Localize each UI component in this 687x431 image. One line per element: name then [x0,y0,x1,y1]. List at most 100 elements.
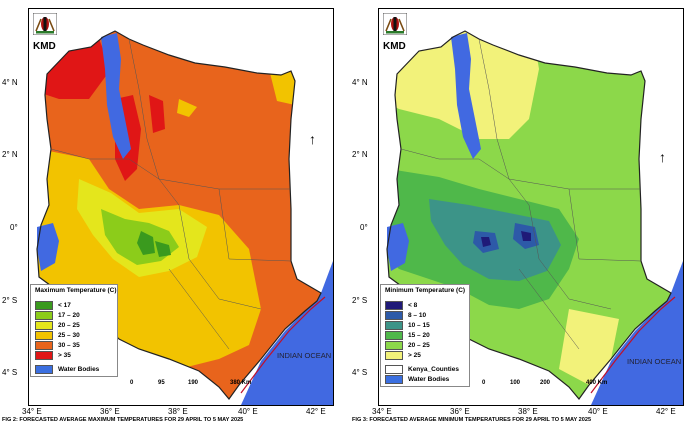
lon-label-38: 38° E [518,407,538,416]
max-temperature-panel: 4° N 2° N 0° 2° S 4° S [0,0,337,431]
legend-item: < 8 [385,300,465,310]
figure-caption: FIG 3: FORECASTED AVERAGE MINIMUM TEMPER… [352,417,592,423]
lon-label-38: 38° E [168,407,188,416]
max-temperature-legend: Maximum Temperature (C) < 17 17 – 20 20 – … [30,284,118,377]
legend-swatch [35,320,53,330]
figure-caption: FIG 2: FORECASTED AVERAGE MAXIMUM TEMPER… [2,417,244,423]
zone-above-25-coast [559,309,619,385]
legend-item: > 25 [385,350,465,360]
min-temperature-legend: Minimum Temperature (C) < 8 8 – 10 10 – 15… [380,284,470,387]
legend-swatch [35,330,53,340]
kmd-logo: KMD [382,12,409,53]
north-arrow-icon: ↑ [309,131,316,147]
legend-label: 20 – 25 [58,321,80,329]
legend-swatch [35,300,53,310]
legend-label-water: Water Bodies [408,375,450,383]
scale-tick-3: 400 Km [586,380,608,386]
map-scale-bar: 0 100 200 400 Km [482,380,632,402]
min-temperature-panel: 4° N 2° N 0° 2° S 4° S [350,0,687,431]
scale-tick-0: 0 [130,380,134,386]
kmd-logo: KMD [32,12,59,53]
map-scale-bar: 0 95 190 380 Km [130,380,280,402]
county-boundaries [50,38,292,350]
legend-item: 25 – 30 [35,330,113,340]
legend-swatch [385,320,403,330]
scale-tick-1: 100 [510,380,521,386]
lat-label-2n: 2° N [352,150,368,159]
zone-25-30-northeast [269,69,295,105]
ocean-label: INDIAN OCEAN [277,351,332,360]
legend-swatch [35,310,53,320]
legend-swatch-counties [385,364,403,374]
zone-below-17-b [155,241,171,257]
legend-label: > 35 [58,351,71,359]
legend-item: 20 – 25 [35,320,113,330]
kenya-coat-of-arms-icon [382,12,408,36]
scale-tick-3: 380 Km [230,380,252,386]
legend-item: 10 – 15 [385,320,465,330]
legend-swatch [385,340,403,350]
legend-item: < 17 [35,300,113,310]
lon-label-42: 42° E [656,407,676,416]
lat-label-4n: 4° N [2,78,18,87]
legend-swatch-water [385,374,403,384]
kenya-border [386,30,672,400]
legend-item: 30 – 35 [35,340,113,350]
legend-label: 20 – 25 [408,341,430,349]
legend-item: 8 – 10 [385,310,465,320]
legend-title: Minimum Temperature (C) [385,287,466,294]
lat-label-4s: 4° S [2,368,18,377]
legend-item: 15 – 20 [385,330,465,340]
lake-victoria [387,223,409,271]
maritime-boundary [590,296,676,394]
lon-label-36: 36° E [450,407,470,416]
lake-turkana [451,33,481,159]
lat-label-4n: 4° N [352,78,368,87]
legend-title: Maximum Temperature (C) [35,287,117,294]
lake-victoria [37,223,59,271]
legend-item-counties: Kenya_Counties [385,364,465,374]
kmd-logo-text: KMD [383,41,406,52]
lat-label-0: 0° [10,223,18,232]
legend-item: 17 – 20 [35,310,113,320]
lon-label-36: 36° E [100,407,120,416]
lon-label-42: 42° E [306,407,326,416]
legend-item-water-bodies: Water Bodies [35,364,113,374]
lon-label-40: 40° E [238,407,258,416]
legend-item: 20 – 25 [385,340,465,350]
lat-label-2s: 2° S [352,296,368,305]
maritime-boundary [240,296,326,394]
lat-label-2s: 2° S [2,296,18,305]
ocean-label: INDIAN OCEAN [627,357,682,366]
legend-label-counties: Kenya_Counties [408,365,459,373]
legend-label-water: Water Bodies [58,365,100,373]
legend-swatch [385,350,403,360]
legend-label: 30 – 35 [58,341,80,349]
kenya-border [36,30,322,400]
zone-below-8 [521,231,531,241]
lon-label-40: 40° E [588,407,608,416]
legend-item-water-bodies: Water Bodies [385,374,465,384]
kmd-logo-text: KMD [33,41,56,52]
legend-label: 17 – 20 [58,311,80,319]
legend-label: > 25 [408,351,421,359]
lake-turkana [101,33,131,159]
legend-label: 25 – 30 [58,331,80,339]
legend-label: < 17 [58,301,71,309]
legend-swatch [35,350,53,360]
legend-label: 8 – 10 [408,311,427,319]
zone-below-8-b [481,237,491,247]
legend-swatch [385,330,403,340]
scale-tick-0: 0 [482,380,486,386]
north-arrow-icon: ↑ [659,149,666,165]
legend-label: < 8 [408,301,418,309]
legend-swatch [35,340,53,350]
lon-label-34: 34° E [372,407,392,416]
scale-tick-1: 95 [158,380,165,386]
lon-label-34: 34° E [22,407,42,416]
lat-label-4s: 4° S [352,368,368,377]
legend-swatch [385,310,403,320]
zone-25-30-marsabit [177,99,197,117]
scale-tick-2: 190 [188,380,199,386]
county-boundaries [400,38,642,350]
